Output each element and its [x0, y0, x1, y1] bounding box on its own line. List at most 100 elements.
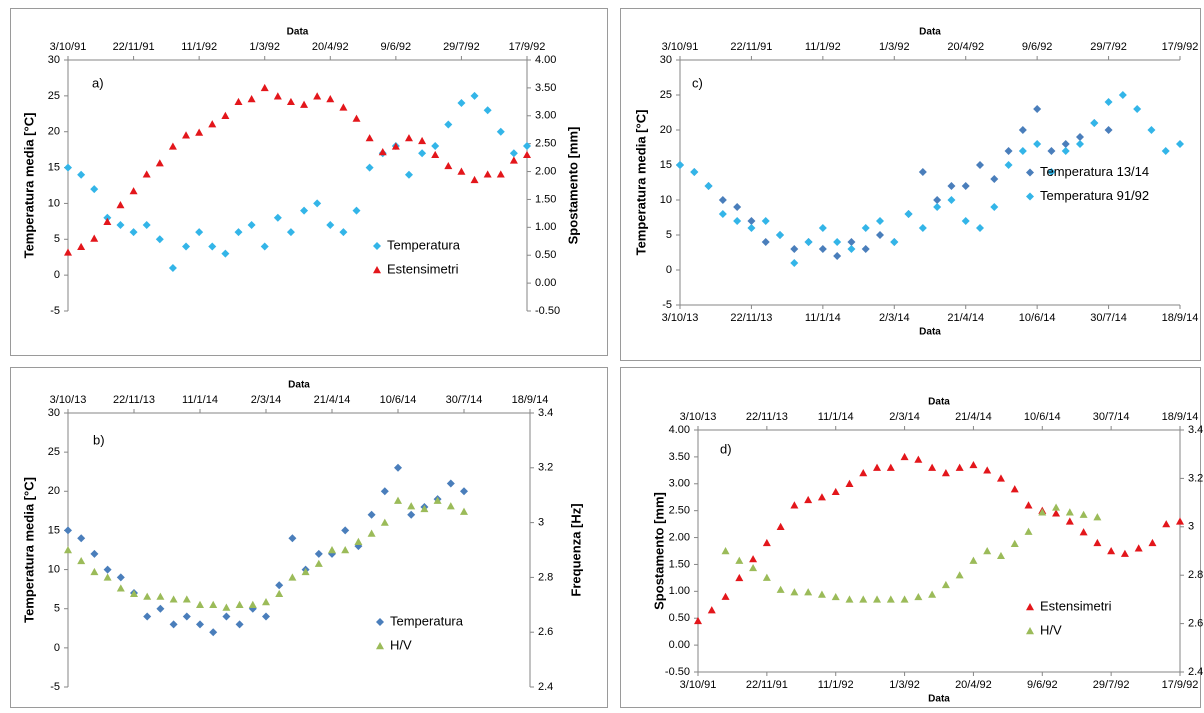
y2-tick-label: 0.00	[535, 277, 556, 289]
data-point	[733, 217, 742, 225]
data-point	[1038, 508, 1047, 516]
data-point	[961, 217, 970, 225]
data-point	[847, 245, 856, 253]
x2-tick-label: 30/7/14	[446, 394, 483, 406]
data-point	[394, 463, 402, 472]
data-point	[367, 529, 376, 537]
data-point	[969, 556, 978, 564]
panel-label: d)	[720, 441, 732, 456]
data-point	[721, 547, 730, 555]
data-point	[77, 556, 86, 565]
x2-tick-label: 21/4/14	[314, 394, 351, 406]
data-point	[116, 220, 125, 229]
data-point	[470, 175, 479, 184]
legend-marker	[376, 618, 384, 626]
y2-tick-label: 2.6	[538, 626, 553, 638]
data-point	[483, 170, 492, 178]
data-point	[833, 238, 842, 246]
data-point	[707, 606, 716, 614]
data-point	[1079, 528, 1088, 536]
x2-tick-label: 3/10/13	[680, 411, 717, 423]
x-tick-label: 30/7/14	[1090, 312, 1127, 324]
data-point	[904, 210, 913, 218]
data-point	[694, 616, 702, 625]
x2-tick-label: 10/6/14	[380, 394, 417, 406]
data-point	[1010, 539, 1019, 547]
data-point	[1061, 140, 1070, 148]
data-point	[1004, 161, 1013, 169]
x-tick-label: 3/10/91	[680, 679, 717, 691]
x2-tick-label: 1/3/92	[879, 41, 910, 53]
data-point	[976, 224, 984, 232]
data-point	[248, 600, 257, 608]
y2-axis-title: Frequenza [Hz]	[568, 503, 583, 596]
x2-tick-label: 29/7/92	[1090, 41, 1127, 53]
y-axis-title: Temperatura media [°C]	[633, 110, 648, 256]
data-point	[873, 463, 882, 471]
data-point	[314, 549, 323, 558]
data-point	[996, 474, 1005, 482]
data-point	[1052, 503, 1061, 511]
data-point	[947, 182, 956, 190]
data-point	[955, 571, 964, 579]
data-point	[818, 224, 827, 232]
data-point	[941, 580, 950, 589]
x2-tick-label: 18/9/14	[512, 394, 549, 406]
y-tick-label: 0	[666, 264, 672, 276]
data-point	[483, 106, 492, 115]
data-point	[1033, 140, 1042, 148]
y2-tick-label: 2.00	[535, 165, 556, 177]
data-point	[900, 452, 909, 461]
x-axis-title: Data	[928, 694, 950, 705]
data-point	[143, 612, 152, 621]
data-point	[886, 463, 895, 471]
legend-label: Temperatura 91/92	[1040, 188, 1149, 203]
y-tick-label: 30	[48, 407, 60, 419]
data-point	[941, 469, 950, 477]
data-point	[352, 206, 361, 215]
y-tick-label: 5	[54, 233, 60, 245]
data-point	[182, 612, 191, 621]
data-point	[354, 537, 363, 545]
y-tick-label: 0	[54, 642, 60, 654]
data-point	[749, 563, 758, 572]
y-tick-label: 3.00	[669, 478, 690, 490]
y-tick-label: 15	[660, 159, 672, 171]
data-point	[1118, 91, 1127, 99]
x-tick-label: 9/6/92	[1027, 679, 1058, 691]
y-tick-label: 20	[48, 485, 60, 497]
y2-tick-label: 3.4	[1188, 424, 1203, 436]
y-tick-label: 20	[660, 124, 672, 136]
data-point	[457, 167, 466, 175]
data-point	[286, 228, 295, 237]
legend-marker	[1026, 603, 1034, 611]
data-point	[275, 581, 284, 590]
data-point	[407, 510, 416, 519]
data-point	[1134, 544, 1143, 552]
data-point	[222, 603, 231, 611]
data-point	[116, 573, 125, 582]
data-point	[64, 526, 72, 535]
x-tick-label: 2/3/14	[879, 312, 910, 324]
data-point	[314, 559, 323, 567]
data-point	[523, 150, 531, 159]
data-point	[1052, 509, 1061, 517]
data-point	[404, 134, 413, 142]
data-point	[1065, 517, 1074, 525]
data-point	[90, 185, 99, 194]
x2-tick-label: 22/11/13	[113, 394, 155, 406]
x2-tick-label: 1/3/92	[249, 41, 280, 53]
x2-tick-label: 3/10/13	[50, 394, 87, 406]
y-axis-title: Temperatura media [°C]	[21, 113, 36, 259]
data-point	[933, 203, 942, 211]
data-point	[235, 600, 244, 608]
data-point	[168, 142, 177, 150]
data-point	[155, 159, 164, 167]
data-point	[704, 182, 713, 190]
data-point	[1065, 508, 1074, 516]
data-point	[234, 97, 243, 106]
data-point	[365, 134, 374, 142]
data-point	[859, 469, 868, 477]
y2-tick-label: 3.50	[535, 82, 556, 94]
